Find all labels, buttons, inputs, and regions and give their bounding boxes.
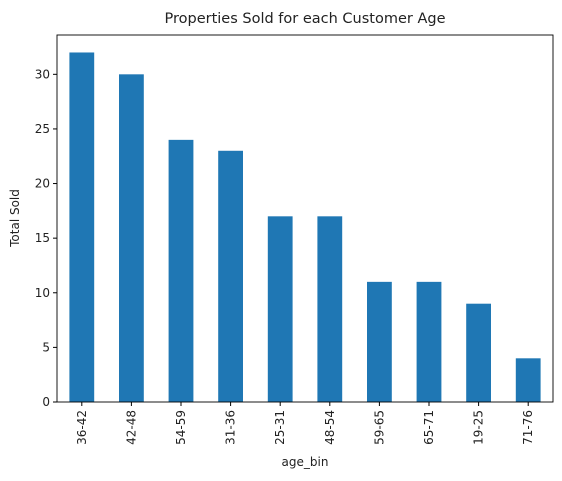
- bar-71-76: [515, 358, 541, 402]
- plot-frame: [56, 34, 554, 403]
- x-tick-label: 59-65: [372, 410, 386, 445]
- bars-group: [69, 52, 541, 403]
- y-tick-label: 10: [35, 286, 50, 300]
- bar-59-65: [367, 281, 392, 402]
- y-tick-label: 5: [42, 340, 50, 354]
- y-tick-label: 0: [42, 395, 50, 409]
- x-tick-label: 48-54: [323, 410, 337, 445]
- x-tick-label: 54-59: [174, 410, 188, 445]
- bar-31-36: [218, 150, 243, 402]
- bar-48-54: [317, 216, 343, 402]
- bar-65-71: [416, 281, 442, 402]
- x-axis-ticks: 36-42 42-48 54-59 31-36 25-31 48-54 59-65 65-71…: [75, 402, 535, 445]
- bar-54-59: [168, 139, 194, 402]
- x-tick-label: 31-36: [224, 410, 238, 445]
- x-tick-label: 25-31: [273, 410, 287, 445]
- x-tick-label: 42-48: [124, 410, 138, 445]
- y-tick-label: 15: [35, 231, 50, 245]
- chart-title: Properties Sold for each Customer Age: [164, 11, 445, 27]
- x-tick-label: 19-25: [472, 410, 486, 445]
- bar-42-48: [119, 74, 144, 403]
- bar-19-25: [466, 303, 491, 402]
- y-axis-ticks: 0 5 10 15 20 25 30: [35, 67, 57, 409]
- y-tick-label: 20: [35, 177, 50, 191]
- x-tick-label: 71-76: [521, 410, 535, 445]
- y-tick-label: 30: [35, 67, 50, 81]
- y-axis-label: Total Sold: [8, 189, 22, 248]
- bar-36-42: [69, 52, 95, 402]
- x-tick-label: 65-71: [422, 410, 436, 445]
- x-axis-label: age_bin: [282, 455, 329, 469]
- bar-25-31: [267, 216, 293, 402]
- y-tick-label: 25: [35, 122, 50, 136]
- x-tick-label: 36-42: [75, 410, 89, 445]
